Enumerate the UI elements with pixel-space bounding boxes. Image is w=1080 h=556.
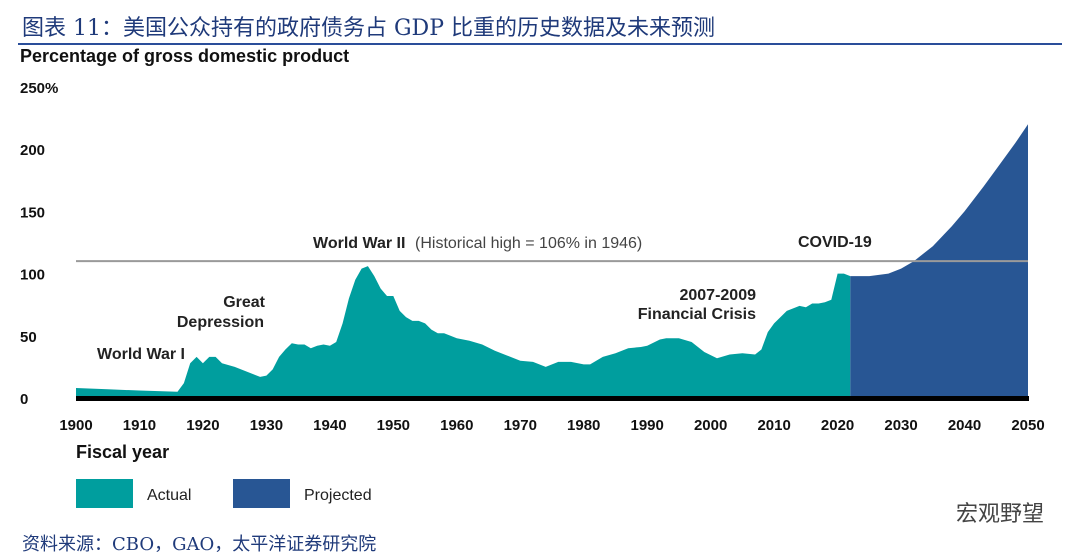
y-tick-label: 50	[20, 329, 37, 346]
y-tick-label: 100	[20, 267, 45, 284]
x-tick-label: 1900	[59, 417, 92, 434]
x-tick-label: 1940	[313, 417, 346, 434]
x-axis-title: Fiscal year	[76, 442, 169, 462]
x-tick-label: 2000	[694, 417, 727, 434]
y-tick-label: 150	[20, 204, 45, 221]
x-tick-label: 2010	[757, 417, 790, 434]
x-tick-label: 1910	[123, 417, 156, 434]
annotation-depression: Depression	[177, 314, 264, 331]
y-tick-label: 200	[20, 142, 45, 159]
x-tick-label: 2040	[948, 417, 981, 434]
annotation-financial-crisis: Financial Crisis	[638, 306, 756, 323]
legend-swatch-actual	[76, 479, 133, 508]
annotation-wwii: World War II	[313, 235, 405, 252]
annotation-2007-2009: 2007-2009	[679, 287, 756, 304]
annotation-covid: COVID-19	[798, 234, 872, 251]
source-note: 资料来源：CBO，GAO，太平洋证券研究院	[22, 534, 377, 555]
x-tick-label: 2020	[821, 417, 854, 434]
x-tick-label: 1950	[377, 417, 410, 434]
y-tick-label: 250%	[20, 80, 58, 97]
watermark: 宏观野望	[955, 502, 1044, 527]
x-tick-label: 2050	[1011, 417, 1044, 434]
title-rule	[18, 43, 1062, 45]
area-actual	[76, 266, 851, 398]
legend-label-projected: Projected	[304, 487, 372, 504]
legend-swatch-projected	[233, 479, 290, 508]
figure-title: 图表 11：美国公众持有的政府债务占 GDP 比重的历史数据及未来预测	[22, 16, 715, 41]
y-axis-title: Percentage of gross domestic product	[20, 46, 349, 66]
x-axis-line	[76, 396, 1029, 401]
y-tick-label: 0	[20, 391, 28, 408]
x-tick-label: 1920	[186, 417, 219, 434]
x-tick-label: 1930	[250, 417, 283, 434]
annotation-wwi: World War I	[97, 346, 185, 363]
x-tick-label: 1980	[567, 417, 600, 434]
annotation-great: Great	[223, 294, 265, 311]
x-tick-label: 2030	[884, 417, 917, 434]
annotation-historical-high: (Historical high = 106% in 1946)	[415, 235, 642, 252]
x-tick-label: 1990	[631, 417, 664, 434]
x-tick-label: 1960	[440, 417, 473, 434]
x-tick-label: 1970	[504, 417, 537, 434]
legend-label-actual: Actual	[147, 487, 191, 504]
